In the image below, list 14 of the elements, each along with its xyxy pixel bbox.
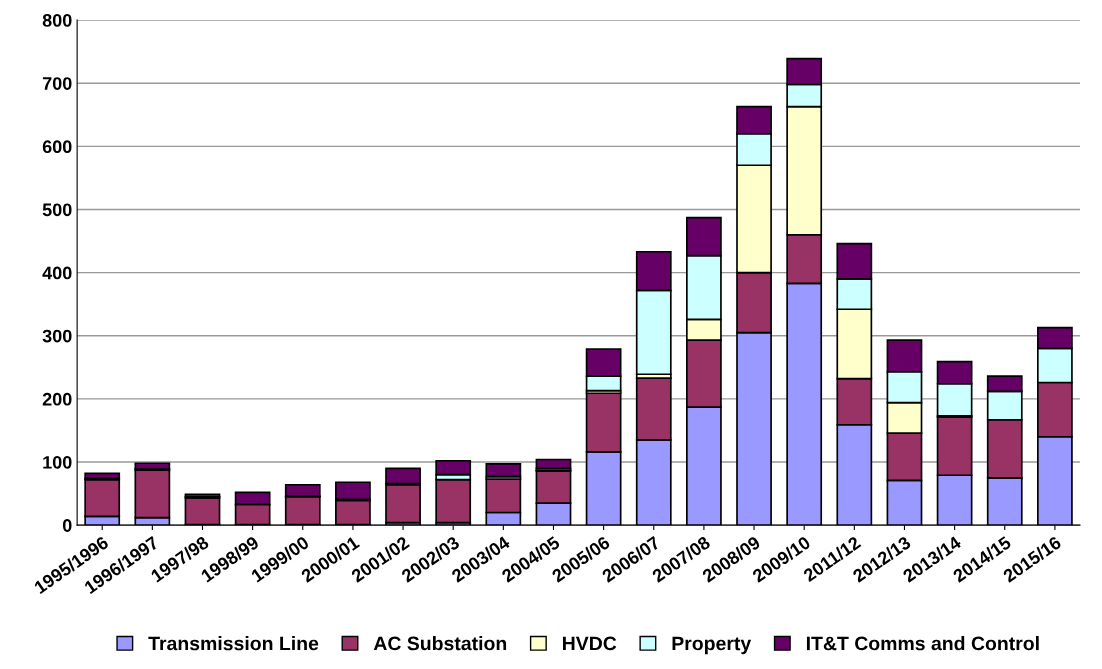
y-tick-label: 400 (42, 266, 72, 280)
y-tick-label: 500 (42, 203, 72, 217)
y-tick-label: 700 (42, 77, 72, 90)
legend-label: Transmission Line (148, 636, 319, 651)
y-tick-label: 0 (62, 519, 72, 532)
y-tick-label: 800 (42, 14, 72, 27)
y-tick-label: 200 (42, 392, 72, 406)
y-tick-label: 600 (42, 140, 72, 154)
legend-label: AC Substation (373, 636, 507, 651)
y-tick-label: 300 (42, 329, 72, 343)
y-tick-label: 100 (43, 455, 72, 469)
legend-label: IT&T Comms and Control (806, 636, 1039, 651)
legend-label: HVDC (563, 636, 617, 651)
legend-label: Property (672, 636, 752, 655)
